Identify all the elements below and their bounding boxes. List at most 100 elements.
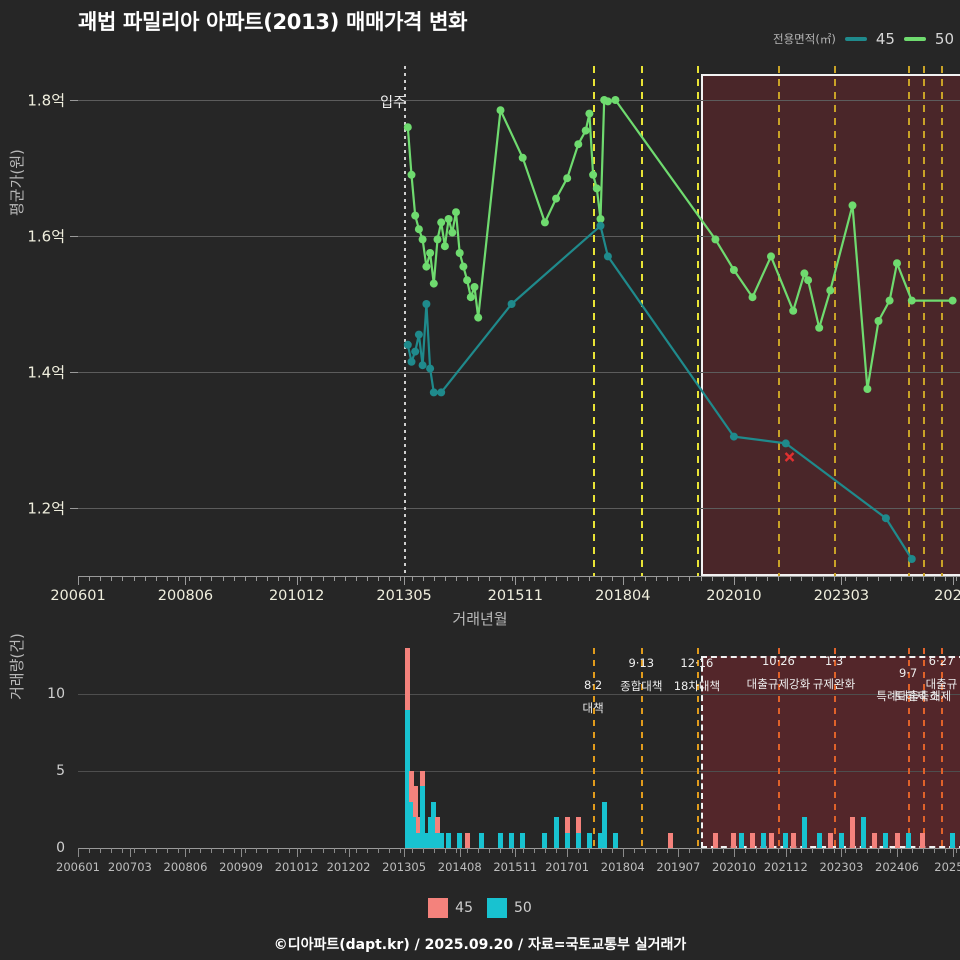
gridline-price [78,508,960,509]
x-tick-label-volume: 202303 [819,860,864,874]
x-tick-price [656,576,658,581]
x-tick-price [133,576,135,581]
price-point-50 [874,317,883,325]
volume-bar-50 [761,832,767,848]
price-point-50 [552,194,561,203]
volume-bar-50 [586,832,592,848]
x-tick-price [678,576,680,581]
x-tick-volume [834,848,835,853]
x-tick-label-price: 200601 [50,588,106,604]
policy-name-label: 토허제 해제 [894,689,952,703]
volume-bar-50 [783,832,789,848]
x-tick-price [900,576,902,581]
x-tick-price [522,576,524,581]
price-point-50 [863,385,872,393]
price-point-45 [437,388,446,397]
x-tick-volume [522,848,524,853]
volume-bar-50 [479,832,485,848]
x-tick-price [645,576,646,581]
gridline-volume [78,771,960,773]
x-tick-major-price [841,576,843,585]
policy-date-label: 6·27 [928,654,955,668]
x-tick-label-price: 202303 [813,588,870,604]
x-tick-label-price: 2025 [934,588,960,604]
x-tick-price [400,576,402,581]
x-tick-price [567,576,569,581]
x-tick-volume [856,848,858,853]
x-tick-price [155,576,157,581]
policy-line-price [941,66,944,576]
x-tick-volume [911,848,913,853]
x-tick-volume [611,848,613,853]
x-tick-price [600,576,602,581]
x-tick-volume [511,848,513,853]
x-tick-volume [811,848,813,853]
x-tick-volume [456,848,457,853]
x-tick-volume [867,848,869,853]
x-tick-volume [355,848,357,853]
x-tick-volume [444,848,446,853]
x-tick-volume [244,848,246,853]
x-tick-price [544,576,546,581]
x-tick-major-price [733,576,735,585]
legend-caption: 전용면적(㎡) [773,32,836,46]
x-tick-price [144,576,146,581]
price-point-50 [444,215,453,223]
gridline-price [78,372,960,373]
price-point-50 [948,296,957,305]
price-point-50 [800,269,809,278]
legend-area-top: 전용면적(㎡) 45 50 [773,30,954,48]
x-tick-price [767,576,769,581]
x-tick-volume [600,848,602,853]
volume-bar-45 [920,832,926,848]
x-tick-price [878,576,880,581]
legend-label-vol-50: 50 [514,900,532,916]
price-point-45 [407,357,416,366]
volume-bar-45 [731,832,737,848]
x-tick-label-volume: 202112 [763,860,808,874]
volume-bar-45 [712,832,718,848]
x-tick-volume [189,848,191,853]
price-point-50 [826,286,835,295]
x-tick-price [422,576,424,581]
x-tick-volume [389,848,391,853]
volume-bar-45 [790,832,796,848]
volume-bar-50 [838,832,844,848]
volume-bar-50 [416,832,422,848]
x-tick-label-volume: 202406 [875,860,919,874]
x-tick-volume [756,848,758,853]
x-tick-volume [822,848,824,853]
x-tick-price [478,576,480,581]
x-tick-major-volume [515,848,517,857]
x-tick-price [122,576,124,581]
price-point-50 [403,123,412,132]
x-tick-label-volume: 201701 [545,860,590,874]
x-tick-price [911,576,913,581]
volume-bar-45 [409,771,415,802]
legend-label-vol-45: 45 [455,900,473,916]
policy-line-price [834,66,836,576]
x-tick-price [344,576,346,581]
volume-bar-45 [416,817,422,833]
x-tick-price [467,576,469,581]
price-point-50 [767,252,775,261]
x-tick-major-volume [897,848,898,857]
x-tick-volume [467,848,469,853]
volume-bar-50 [520,832,526,848]
x-tick-volume [922,848,924,853]
x-tick-label-price: 201305 [376,588,432,604]
x-tick-price [378,576,380,581]
volume-bar-50 [564,832,570,848]
policy-line-volume [941,648,944,848]
price-point-50 [426,249,435,257]
x-tick-price [178,576,180,581]
volume-bar-45 [564,817,570,833]
policy-line-price [641,66,644,576]
y-tick-label-price: 1.2억 [27,499,65,518]
price-point-45 [596,221,605,230]
price-point-50 [592,184,601,193]
volume-bar-50 [542,832,548,848]
legend-swatch-45 [844,37,867,41]
